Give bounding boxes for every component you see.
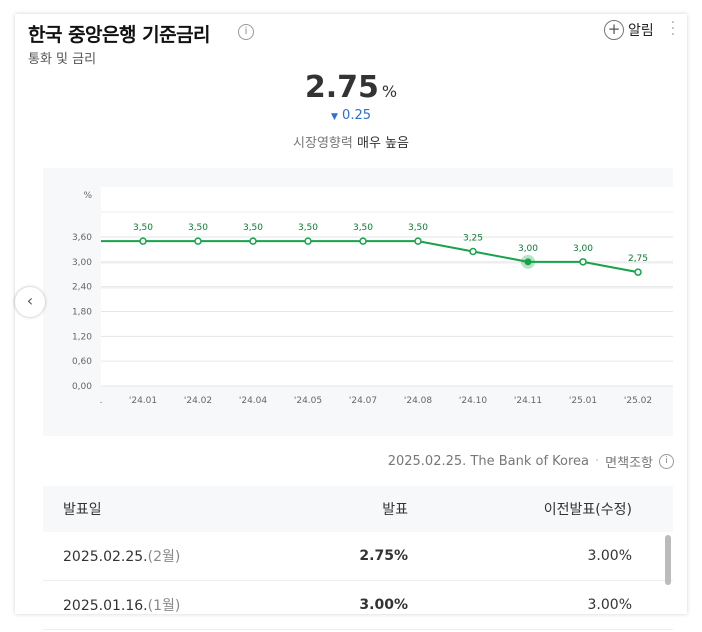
data-label: 3,00 — [573, 244, 593, 254]
data-point — [194, 237, 202, 245]
row-date: 2025.02.25.(2월) — [43, 546, 243, 566]
x-tick-label: '24.08 — [404, 396, 433, 406]
data-point — [469, 247, 477, 256]
x-tick-label: '25.01 — [569, 396, 597, 406]
rate-change: ▼ 0.25 — [0, 108, 702, 123]
x-tick-label: '24.01 — [129, 396, 157, 406]
y-tick-label: 1,80 — [72, 308, 92, 318]
chart-area: 0,00 0,60 1,20 1,80 2,40 3,00 3,60%. '24.01 '24.… — [43, 168, 673, 436]
data-point — [579, 258, 587, 266]
data-label: 3,50 — [188, 223, 208, 233]
card-title: 한국 중앙은행 기준금리 — [28, 24, 211, 46]
y-axis-label: % — [83, 191, 92, 201]
data-label: 3,50 — [298, 223, 318, 233]
table-row: 2025.02.25.(2월) 2.75% 3.00% — [43, 532, 673, 581]
data-point — [249, 237, 257, 245]
rate-line-chart[interactable]: 0,00 0,60 1,20 1,80 2,40 3,00 3,60%. '24.01 '24.… — [43, 168, 673, 436]
y-tick-label: 0,00 — [72, 382, 92, 392]
row-previous: 3.00% — [587, 597, 632, 613]
row-date: 2025.01.16.(1월) — [43, 595, 243, 615]
x-tick-label: '25.02 — [624, 396, 652, 406]
data-label: 3,00 — [518, 244, 538, 254]
data-label: 3,50 — [353, 223, 373, 233]
source-line: 2025.02.25. The Bank of Korea · 면책조항 i — [388, 452, 674, 471]
y-tick-label: 2,40 — [72, 283, 92, 293]
y-tick-label: 3,60 — [72, 233, 92, 243]
row-actual: 3.00% — [359, 597, 408, 613]
influence-label: 시장영향력 — [293, 136, 353, 151]
data-point — [139, 237, 147, 245]
data-point — [634, 268, 642, 276]
row-previous: 3.00% — [587, 548, 632, 564]
more-options-icon[interactable]: · · · — [670, 15, 676, 43]
chevron-left-icon[interactable]: ‹ — [15, 287, 45, 317]
row-actual: 2.75% — [359, 548, 408, 564]
x-tick-label: '24.02 — [184, 396, 212, 406]
change-value: 0.25 — [342, 108, 371, 123]
info-icon[interactable]: i — [659, 454, 674, 469]
x-tick-label: '24.05 — [294, 396, 322, 406]
rate-unit: % — [381, 82, 398, 101]
separator-dot: · — [595, 454, 600, 469]
arrow-down-icon: ▼ — [330, 112, 338, 122]
header-date: 발표일 — [63, 502, 102, 518]
rate-value: 2.75 — [304, 70, 379, 105]
data-label: 3,50 — [408, 223, 428, 233]
disclaimer-link[interactable]: 면책조항 — [605, 456, 653, 471]
data-label: 2,75 — [628, 254, 648, 264]
table-row: 2025.01.16.(1월) 3.00% 3.00% — [43, 581, 673, 630]
x-tick-label: '24.04 — [239, 396, 268, 406]
x-tick-label: '24.11 — [514, 396, 542, 406]
data-point — [359, 237, 367, 245]
data-label: 3,25 — [463, 233, 483, 243]
month-text: (2월) — [147, 549, 181, 565]
current-value: 2.75% — [0, 70, 702, 105]
influence-value: 매우 높음 — [356, 136, 409, 151]
info-icon[interactable]: i — [238, 24, 254, 40]
data-label: 3,50 — [243, 223, 263, 233]
data-point — [304, 237, 312, 245]
y-tick-label: 0,60 — [72, 357, 92, 367]
source-text: 2025.02.25. The Bank of Korea — [387, 454, 590, 469]
header-previous: 이전발표(수정) — [543, 502, 632, 518]
x-tick-label: . — [100, 396, 103, 406]
card-subtitle: 통화 및 금리 — [28, 52, 97, 67]
announcement-table: 발표일 발표 이전발표(수정) 2025.02.25.(2월) 2.75% 3.… — [43, 486, 673, 630]
x-tick-label: '24.10 — [459, 396, 488, 406]
date-text: 2025.02.25. — [63, 549, 148, 565]
alarm-button[interactable]: + 알림 — [604, 20, 654, 40]
y-tick-label: 1,20 — [72, 332, 92, 342]
data-point — [524, 258, 532, 266]
month-text: (1월) — [147, 598, 181, 614]
alarm-label: 알림 — [628, 23, 654, 39]
date-text: 2025.01.16. — [63, 598, 148, 614]
header-actual: 발표 — [382, 502, 408, 518]
market-influence: 시장영향력 매우 높음 — [0, 132, 702, 151]
y-tick-label: 3,00 — [72, 258, 92, 268]
plus-circle-icon: + — [604, 20, 624, 40]
data-label: 3,50 — [133, 223, 153, 233]
table-header: 발표일 발표 이전발표(수정) — [43, 486, 673, 532]
x-tick-label: '24.07 — [349, 396, 377, 406]
table-scrollbar[interactable] — [665, 535, 671, 585]
data-point — [414, 237, 422, 245]
